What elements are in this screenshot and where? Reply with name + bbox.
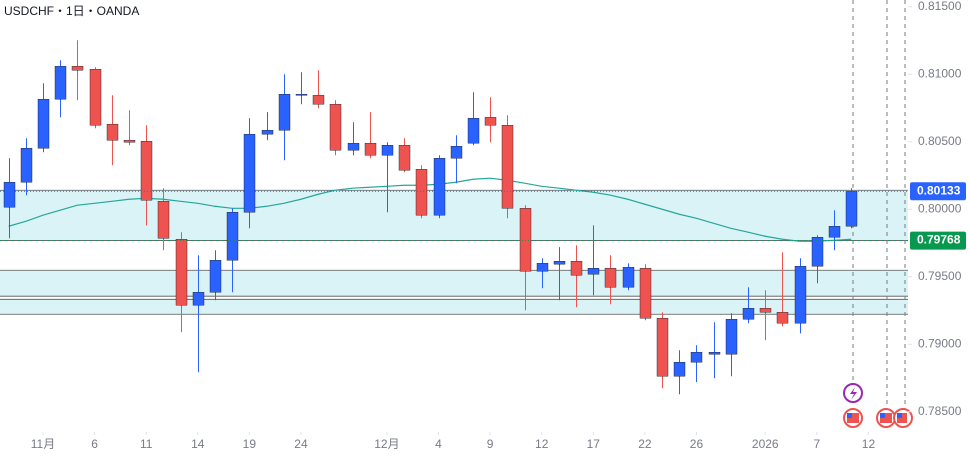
candle-body <box>123 140 136 143</box>
zone <box>0 190 908 241</box>
candle-body <box>157 201 170 239</box>
candle-body <box>450 146 463 159</box>
y-tick-label: 0.78500 <box>918 404 962 418</box>
candle-body <box>587 268 600 275</box>
y-tick-label: 0.80000 <box>918 201 962 215</box>
candle-body <box>364 143 377 156</box>
candle-body <box>209 260 222 293</box>
candle-body <box>433 158 446 216</box>
x-tick-label: 11月 <box>31 437 55 451</box>
candle-body <box>295 94 308 96</box>
price-badge-label: 0.80133 <box>917 183 961 197</box>
candle-body <box>243 133 256 213</box>
y-tick-label: 0.79000 <box>918 336 962 350</box>
flag <box>880 413 892 423</box>
candle-body <box>759 308 772 313</box>
candle-body <box>467 118 480 144</box>
x-tick-label: 9 <box>487 437 494 451</box>
candle-body <box>690 352 703 363</box>
x-tick-label: 12月 <box>374 437 399 451</box>
candle-body <box>329 104 342 151</box>
candle-body <box>398 145 411 171</box>
candle-body <box>604 268 617 288</box>
candle-body <box>725 319 738 355</box>
y-tick-label: 0.81000 <box>918 66 962 80</box>
candle-body <box>140 141 153 201</box>
x-tick-label: 24 <box>294 437 308 451</box>
candle-body <box>415 169 428 216</box>
candle-body <box>742 308 755 320</box>
price-badge-label: 0.79768 <box>917 233 961 247</box>
price-badge <box>910 182 966 201</box>
candle-body <box>776 312 789 324</box>
candle-body <box>501 125 514 209</box>
candle-body <box>106 123 119 141</box>
candle-body <box>381 145 394 156</box>
x-tick-label: 4 <box>435 437 442 451</box>
y-tick-label: 0.81500 <box>918 0 962 13</box>
candle-body <box>89 69 102 126</box>
candle-body <box>175 239 188 306</box>
candle-body <box>570 261 583 276</box>
zone <box>0 270 908 297</box>
x-tick-label: 7 <box>814 437 821 451</box>
candle-body <box>811 236 824 267</box>
x-tick-label: 19 <box>243 437 257 451</box>
candle-body <box>37 99 50 149</box>
x-tick-label: 17 <box>587 437 601 451</box>
candle-body <box>794 266 807 324</box>
candle-body <box>278 94 291 131</box>
chart-title: USDCHF・1日・OANDA <box>4 4 139 18</box>
candle-body <box>3 182 16 208</box>
x-tick-label: 12 <box>862 437 876 451</box>
candle-body <box>536 263 549 272</box>
candle-body <box>226 212 239 261</box>
candle-body <box>192 292 205 306</box>
candle-body <box>553 261 566 265</box>
candle-body <box>312 95 325 105</box>
candle-body <box>519 208 532 272</box>
lightning <box>850 387 857 400</box>
zones <box>0 189 908 315</box>
candle-body <box>622 267 635 288</box>
flag <box>847 413 852 418</box>
candle-body <box>708 352 721 355</box>
x-tick-label: 2026 <box>752 437 779 451</box>
x-tick-label: 12 <box>535 437 549 451</box>
zone <box>0 299 908 315</box>
flag <box>897 413 902 418</box>
y-tick-label: 0.79500 <box>918 269 962 283</box>
y-tick-label: 0.80500 <box>918 134 962 148</box>
candle-body <box>54 66 67 100</box>
candle-body <box>71 66 84 71</box>
x-tick-label: 26 <box>690 437 704 451</box>
candle-body <box>261 130 274 135</box>
candle-body <box>673 362 686 377</box>
candle-body <box>656 317 669 377</box>
flag <box>847 413 859 423</box>
candle-body <box>828 226 841 238</box>
plot <box>3 40 858 395</box>
candle-body <box>20 148 33 183</box>
flag <box>880 413 885 418</box>
price-badge <box>910 231 966 250</box>
candle-body <box>347 143 360 151</box>
x-tick-label: 6 <box>91 437 98 451</box>
candle-body <box>639 268 652 319</box>
x-tick-label: 14 <box>191 437 205 451</box>
x-tick-label: 22 <box>638 437 652 451</box>
event-icons <box>843 383 913 428</box>
candle-body <box>845 191 858 227</box>
candle-body <box>484 117 497 126</box>
x-tick-label: 11 <box>140 437 153 451</box>
